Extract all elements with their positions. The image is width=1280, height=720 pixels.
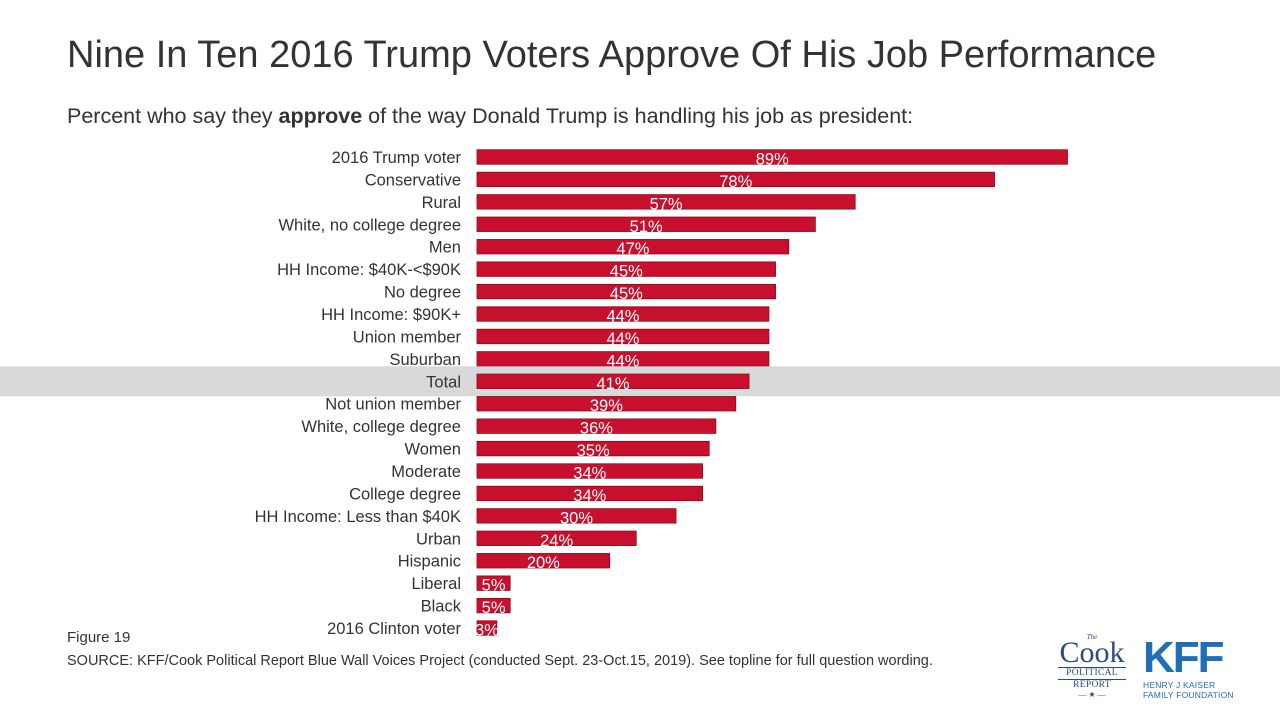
bar-union-member [476,328,770,345]
category-label-liberal: Liberal [411,575,461,593]
category-label-conservative: Conservative [365,171,461,189]
kff-logo-wordmark: KFF [1143,633,1225,682]
category-label-moderate: Moderate [391,463,461,481]
bar-hh-income-90k [476,306,770,322]
value-label-hh-income-90k: 44% [606,308,639,326]
value-label-black: 5% [482,599,506,617]
category-label-union-member: Union member [353,328,462,346]
category-label-rural: Rural [422,194,461,212]
bar-total [476,373,750,389]
bar-conservative [476,171,995,188]
value-label-hh-income-40k-90k: 45% [610,263,643,281]
cook-political-report-logo: The Cook POLITICAL REPORT — ★ — [1056,633,1128,699]
bar-rural [476,194,856,210]
category-label-white-college-degree: White, college degree [301,418,461,436]
cook-logo-star-icon: — ★ — [1078,690,1106,699]
bar-hh-income-40k-90k [476,261,776,277]
value-label-rural: 57% [650,195,683,213]
category-label-not-union-member: Not union member [325,396,461,414]
bar-black [476,597,511,614]
chart-title: Nine In Ten 2016 Trump Voters Approve Of… [67,34,1157,76]
bar-white-college-degree [476,418,717,434]
bar-men [476,239,790,255]
bar-not-union-member [476,396,737,412]
kff-logo: KFF HENRY J KAISER FAMILY FOUNDATION [1143,636,1253,702]
category-label-black: Black [421,598,462,616]
value-label-white-no-college-degree: 51% [630,218,663,236]
bar-2016-trump-voter [476,149,1068,165]
category-label-total: Total [426,373,461,391]
category-label-white-no-college-degree: White, no college degree [278,216,461,234]
category-label-college-degree: College degree [349,485,461,503]
bar-white-no-college-degree [476,216,816,232]
kff-logo-line2: FAMILY FOUNDATION [1143,690,1234,700]
value-label-women: 35% [577,442,610,460]
category-label-hispanic: Hispanic [398,553,461,571]
figure-label: Figure 19 [67,629,131,646]
value-label-college-degree: 34% [573,487,606,505]
value-label-white-college-degree: 36% [580,420,613,438]
bar-2016-clinton-voter [476,620,498,636]
cook-logo-report: REPORT [1073,680,1111,690]
value-label-2016-trump-voter: 89% [756,151,789,169]
bar-liberal [476,575,511,591]
bar-moderate [476,463,703,479]
bar-no-degree [476,283,776,300]
value-label-conservative: 78% [719,173,752,191]
value-label-no-degree: 45% [610,285,643,303]
category-label-women: Women [404,441,461,459]
cook-logo-wordmark: Cook [1059,636,1125,669]
kff-logo-line1: HENRY J KAISER [1143,680,1216,690]
category-label-hh-income-40k-90k: HH Income: $40K-<$90K [277,261,461,279]
value-label-2016-clinton-voter: 3% [475,622,499,640]
bar-suburban [476,351,770,367]
category-label-men: Men [429,239,461,257]
value-label-liberal: 5% [482,577,506,595]
bar-hh-income-less-than-40k [476,508,677,524]
category-label-urban: Urban [416,530,461,548]
value-label-not-union-member: 39% [590,397,623,415]
chart-subtitle: Percent who say they approve of the way … [67,104,913,129]
subtitle-text-bold: approve [278,104,363,128]
value-label-moderate: 34% [573,465,606,483]
value-label-men: 47% [616,240,649,258]
cook-logo-political: POLITICAL [1058,667,1126,680]
bar-college-degree [476,485,703,502]
category-label-2016-trump-voter: 2016 Trump voter [332,149,462,167]
value-label-hispanic: 20% [527,554,560,572]
value-label-hh-income-less-than-40k: 30% [560,509,593,527]
value-label-suburban: 44% [606,352,639,370]
category-label-suburban: Suburban [389,351,461,369]
bar-urban [476,530,637,546]
bar-women [476,440,710,457]
value-label-union-member: 44% [606,330,639,348]
cook-logo-the: The [1086,633,1098,641]
subtitle-text-after: of the way Donald Trump is handling his … [362,104,914,128]
value-label-total: 41% [596,375,629,393]
category-label-no-degree: No degree [384,284,461,302]
category-label-2016-clinton-voter: 2016 Clinton voter [327,620,461,638]
value-label-urban: 24% [540,532,573,550]
category-label-hh-income-90k: HH Income: $90K+ [321,306,461,324]
bar-hispanic [476,553,611,569]
subtitle-text-before: Percent who say they [67,104,279,128]
source-note: SOURCE: KFF/Cook Political Report Blue W… [67,653,933,669]
category-label-hh-income-less-than-40k: HH Income: Less than $40K [255,508,461,526]
